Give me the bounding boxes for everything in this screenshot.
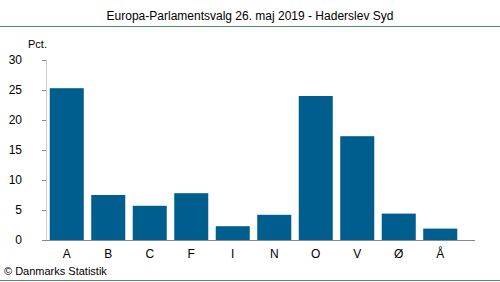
y-axis bbox=[46, 60, 47, 240]
x-tick-label: I bbox=[231, 247, 234, 261]
y-tick bbox=[42, 90, 46, 91]
bar bbox=[50, 88, 84, 240]
y-tick bbox=[42, 60, 46, 61]
y-tick-label: 5 bbox=[15, 203, 22, 217]
chart-container: Europa-Parlamentsvalg 26. maj 2019 - Had… bbox=[0, 0, 500, 282]
footer-rule bbox=[0, 280, 500, 281]
bar bbox=[299, 96, 333, 240]
y-axis-label: Pct. bbox=[28, 38, 47, 50]
x-tick-label: C bbox=[145, 247, 154, 261]
y-tick bbox=[42, 240, 46, 241]
bar bbox=[257, 215, 291, 240]
bar bbox=[382, 214, 416, 240]
y-tick bbox=[42, 120, 46, 121]
x-tick-label: F bbox=[188, 247, 195, 261]
bars bbox=[50, 88, 458, 240]
bar bbox=[133, 206, 167, 240]
y-tick bbox=[42, 210, 46, 211]
bar bbox=[340, 136, 374, 240]
x-tick-label: Ø bbox=[394, 247, 403, 261]
chart: Europa-Parlamentsvalg 26. maj 2019 - Had… bbox=[0, 0, 500, 282]
header-rule bbox=[0, 26, 500, 27]
y-tick-label: 15 bbox=[9, 143, 23, 157]
x-tick-label: B bbox=[104, 247, 112, 261]
y-tick-label: 25 bbox=[9, 83, 23, 97]
x-tick-label: A bbox=[63, 247, 71, 261]
y-tick-label: 20 bbox=[9, 113, 23, 127]
title: Europa-Parlamentsvalg 26. maj 2019 - Had… bbox=[107, 9, 394, 23]
bar bbox=[91, 195, 125, 240]
y-tick-label: 0 bbox=[15, 233, 22, 247]
x-tick-label: O bbox=[311, 247, 320, 261]
bar bbox=[423, 229, 457, 240]
x-tick-label: Å bbox=[436, 246, 444, 261]
y-tick-label: 10 bbox=[9, 173, 23, 187]
x-axis bbox=[46, 240, 475, 241]
y-tick bbox=[42, 150, 46, 151]
x-tick-label: V bbox=[353, 247, 361, 261]
y-tick-label: 30 bbox=[9, 53, 23, 67]
source: © Danmarks Statistik bbox=[4, 265, 107, 277]
x-tick-label: N bbox=[270, 247, 279, 261]
bar bbox=[216, 226, 250, 240]
y-tick bbox=[42, 180, 46, 181]
bar bbox=[174, 193, 208, 240]
